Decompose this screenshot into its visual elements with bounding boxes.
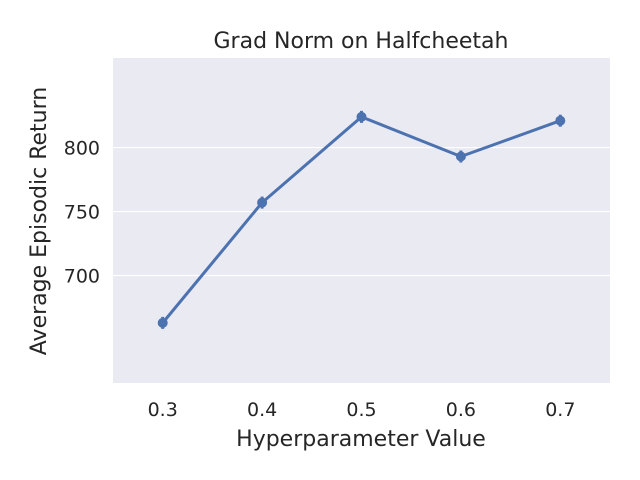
x-tick-label: 0.4 <box>247 399 277 421</box>
y-axis-label: Average Episodic Return <box>27 87 52 355</box>
x-axis-label: Hyperparameter Value <box>236 427 486 452</box>
x-tick-label: 0.7 <box>545 399 575 421</box>
x-tick-labels: 0.3 0.4 0.5 0.6 0.7 <box>148 399 576 421</box>
x-tick-label: 0.6 <box>446 399 476 421</box>
data-point <box>555 115 566 126</box>
data-point <box>356 111 367 122</box>
data-point <box>455 151 466 162</box>
data-point <box>257 197 268 208</box>
y-tick-label: 800 <box>64 138 100 160</box>
grid-lines <box>113 146 610 277</box>
plot-area <box>113 58 610 383</box>
y-tick-label: 750 <box>64 202 100 224</box>
y-tick-label: 700 <box>64 266 100 288</box>
chart-title: Grad Norm on Halfcheetah <box>214 29 509 54</box>
series-group <box>157 110 566 329</box>
y-tick-labels: 700 750 800 <box>64 138 100 288</box>
x-tick-label: 0.5 <box>346 399 376 421</box>
data-point <box>157 317 168 328</box>
x-tick-label: 0.3 <box>148 399 178 421</box>
